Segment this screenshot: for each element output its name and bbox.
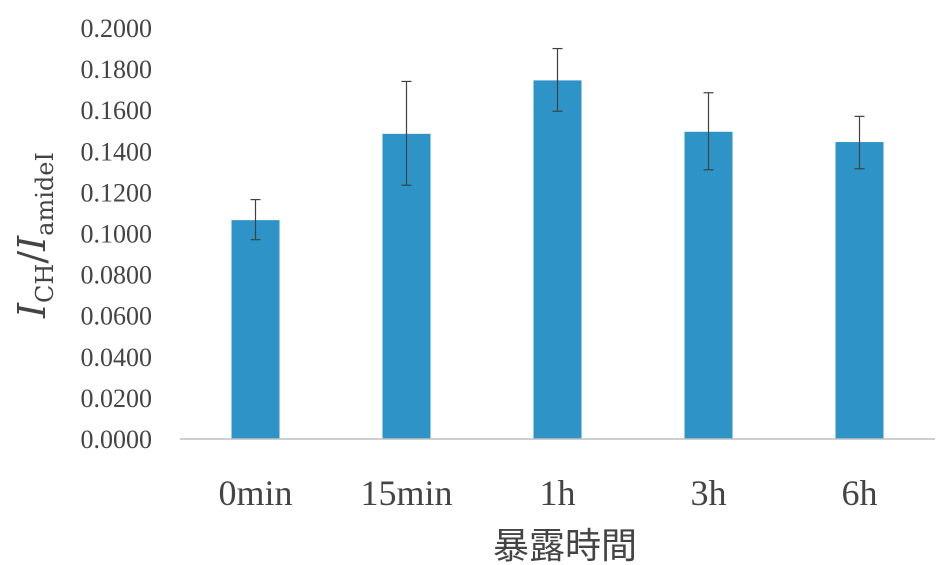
error-bar-0min <box>250 198 261 241</box>
x-tick-label: 0min <box>218 473 292 513</box>
y-tick-label: 0.0400 <box>81 343 153 372</box>
x-axis-title: 暴露時間 <box>493 526 637 565</box>
x-tick-label: 3h <box>691 473 727 513</box>
error-bar-15min <box>401 80 412 186</box>
bar-6h <box>835 142 884 440</box>
y-tick-label: 0.0800 <box>81 261 153 290</box>
bar-1h <box>533 80 582 439</box>
y-title-var-1: I <box>10 302 54 319</box>
y-tick-label: 0.1600 <box>81 96 153 125</box>
y-title-sub-1: CH <box>31 264 59 303</box>
y-tick-label: 0.1000 <box>81 220 153 249</box>
y-title-var-2: I <box>10 235 54 252</box>
y-axis-title: ICH/IamideI <box>10 152 59 319</box>
bar-3h <box>684 131 733 439</box>
y-title-slash: / <box>10 251 54 264</box>
error-bars <box>250 47 865 241</box>
y-tick-labels: 0.0000 0.0200 0.0400 0.0600 0.0800 0.1000 0.12… <box>81 14 153 454</box>
y-tick-label: 0.0600 <box>81 302 153 331</box>
y-tick-label: 0.1200 <box>81 178 153 207</box>
y-tick-label: 0.1400 <box>81 137 153 166</box>
x-tick-label: 1h <box>540 473 576 513</box>
y-tick-label: 0.2000 <box>81 14 153 43</box>
bars <box>231 80 884 440</box>
y-title-sub-2: amideI <box>31 152 59 236</box>
y-tick-label: 0.1800 <box>81 55 153 84</box>
bar-0min <box>231 220 280 439</box>
y-tick-label: 0.0000 <box>81 425 153 454</box>
error-bar-1h <box>552 47 563 112</box>
y-tick-label: 0.0200 <box>81 384 153 413</box>
x-tick-labels: 0min 15min 1h 3h 6h <box>218 473 877 513</box>
error-bar-6h <box>854 115 865 170</box>
x-tick-label: 6h <box>842 473 878 513</box>
error-bar-3h <box>703 92 714 171</box>
x-tick-label: 15min <box>360 473 452 513</box>
